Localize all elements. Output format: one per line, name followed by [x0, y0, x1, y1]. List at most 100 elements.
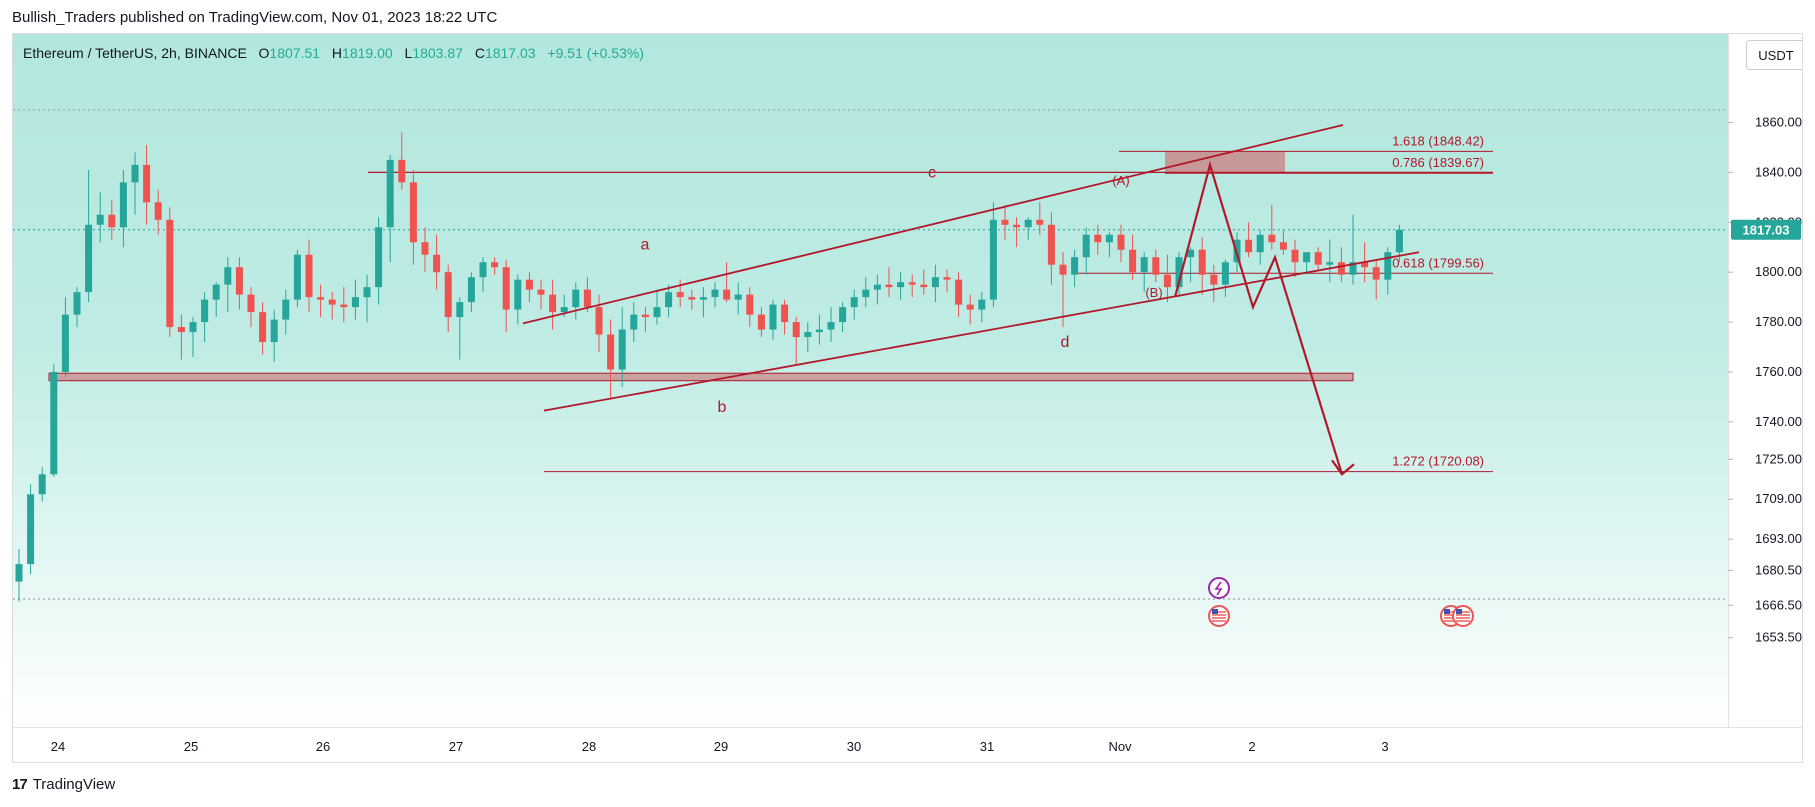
candle-body[interactable]	[1291, 249, 1299, 263]
candle-body[interactable]	[989, 219, 997, 300]
candle-body[interactable]	[931, 277, 939, 288]
footer-brand[interactable]: TradingView	[32, 776, 116, 793]
candle-body[interactable]	[1152, 257, 1160, 275]
candle-body[interactable]	[61, 314, 69, 372]
candle-body[interactable]	[433, 254, 441, 273]
candle-body[interactable]	[1384, 252, 1392, 280]
candle-body[interactable]	[375, 227, 383, 288]
candle-body[interactable]	[908, 282, 916, 285]
candle-body[interactable]	[897, 282, 905, 288]
candle-body[interactable]	[1094, 234, 1102, 243]
candle-body[interactable]	[943, 277, 951, 280]
candle-body[interactable]	[421, 242, 429, 255]
candle-body[interactable]	[50, 371, 58, 475]
candle-body[interactable]	[1117, 234, 1125, 250]
candle-body[interactable]	[1326, 262, 1334, 265]
candle-body[interactable]	[1303, 252, 1311, 263]
candle-body[interactable]	[734, 294, 742, 300]
candle-body[interactable]	[27, 494, 35, 565]
candle-body[interactable]	[1013, 224, 1021, 228]
candle-body[interactable]	[224, 267, 232, 285]
candle-body[interactable]	[398, 159, 406, 183]
candle-body[interactable]	[15, 564, 23, 582]
candle-body[interactable]	[456, 302, 464, 318]
candle-body[interactable]	[1221, 262, 1229, 285]
candle-body[interactable]	[1337, 262, 1345, 275]
candle-body[interactable]	[340, 304, 348, 308]
candle-body[interactable]	[85, 224, 93, 293]
candle-body[interactable]	[1001, 219, 1009, 225]
candle-body[interactable]	[108, 214, 116, 228]
candle-body[interactable]	[572, 289, 580, 308]
candle-body[interactable]	[630, 314, 638, 330]
candle-body[interactable]	[769, 304, 777, 330]
channel-lower-line[interactable]	[543, 251, 1420, 412]
candle-body[interactable]	[259, 312, 267, 343]
candle-body[interactable]	[1163, 274, 1171, 288]
candle-body[interactable]	[189, 322, 197, 333]
candle-body[interactable]	[850, 297, 858, 308]
candle-body[interactable]	[746, 294, 754, 315]
candle-body[interactable]	[873, 284, 881, 290]
candle-body[interactable]	[38, 474, 46, 495]
candle-body[interactable]	[282, 299, 290, 320]
candle-body[interactable]	[1059, 264, 1067, 275]
candle-body[interactable]	[607, 334, 615, 370]
candle-body[interactable]	[293, 254, 301, 300]
candle-body[interactable]	[1361, 262, 1369, 268]
candle-body[interactable]	[781, 304, 789, 323]
candle-body[interactable]	[560, 307, 568, 313]
candle-body[interactable]	[479, 262, 487, 278]
candle-body[interactable]	[1140, 257, 1148, 273]
candle-body[interactable]	[978, 299, 986, 310]
chart-frame[interactable]: 1.618 (1848.42) 0.786 (1839.67) 0.618 (179…	[12, 33, 1803, 763]
candle-body[interactable]	[862, 289, 870, 298]
candle-body[interactable]	[444, 272, 452, 318]
candle-body[interactable]	[711, 289, 719, 298]
candle-body[interactable]	[1372, 267, 1380, 280]
candle-body[interactable]	[723, 289, 731, 300]
channel-upper-line[interactable]	[522, 124, 1344, 325]
flash-icon[interactable]	[1208, 577, 1230, 599]
candle-body[interactable]	[525, 279, 533, 290]
candle-body[interactable]	[119, 182, 127, 228]
candle-body[interactable]	[177, 327, 185, 333]
currency-unit-button[interactable]: USDT	[1746, 40, 1802, 70]
candle-body[interactable]	[491, 262, 499, 268]
resistance-zone[interactable]	[1165, 151, 1285, 173]
time-axis[interactable]	[13, 727, 1802, 762]
candle-body[interactable]	[641, 314, 649, 318]
candle-body[interactable]	[1129, 249, 1137, 273]
candle-body[interactable]	[618, 329, 626, 370]
candle-body[interactable]	[815, 329, 823, 333]
candle-body[interactable]	[1395, 229, 1403, 253]
candle-body[interactable]	[757, 314, 765, 330]
candle-body[interactable]	[247, 294, 255, 313]
chart-canvas[interactable]: 1.618 (1848.42) 0.786 (1839.67) 0.618 (179…	[13, 34, 1803, 763]
candle-body[interactable]	[1314, 252, 1322, 265]
candle-body[interactable]	[212, 284, 220, 300]
candle-body[interactable]	[328, 299, 336, 305]
candle-body[interactable]	[409, 182, 417, 243]
candle-body[interactable]	[595, 307, 603, 335]
candle-body[interactable]	[166, 219, 174, 328]
candle-body[interactable]	[1036, 219, 1044, 225]
candle-body[interactable]	[549, 294, 557, 313]
candle-body[interactable]	[920, 284, 928, 288]
candle-body[interactable]	[467, 277, 475, 303]
candle-body[interactable]	[270, 319, 278, 343]
candle-body[interactable]	[1024, 219, 1032, 228]
candle-body[interactable]	[966, 304, 974, 310]
price-axis[interactable]	[1728, 34, 1802, 727]
candle-body[interactable]	[583, 289, 591, 308]
candle-body[interactable]	[73, 292, 81, 315]
candle-body[interactable]	[688, 297, 696, 300]
candle-body[interactable]	[1047, 224, 1055, 265]
projection-path[interactable]	[1173, 160, 1344, 475]
candle-body[interactable]	[502, 267, 510, 310]
candle-body[interactable]	[1279, 242, 1287, 250]
candle-body[interactable]	[1198, 249, 1206, 275]
candle-body[interactable]	[699, 297, 707, 300]
candle-body[interactable]	[792, 322, 800, 338]
candle-body[interactable]	[955, 279, 963, 305]
